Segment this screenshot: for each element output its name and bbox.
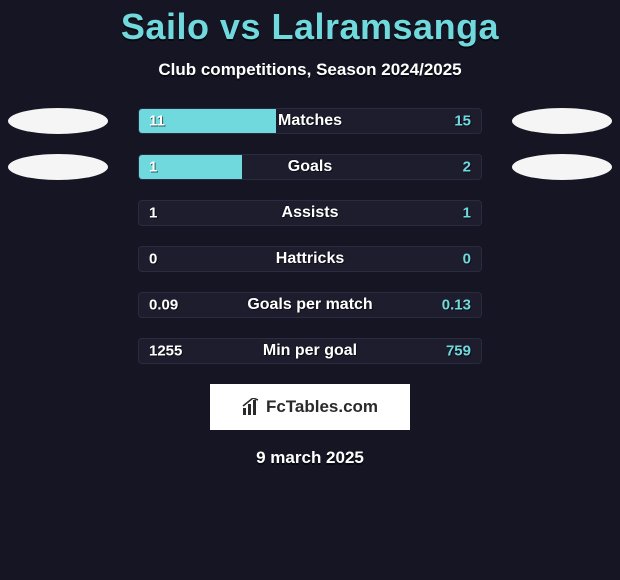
page-title: Sailo vs Lalramsanga <box>121 6 499 48</box>
stat-row: Goals per match 0.09 0.13 <box>0 292 620 318</box>
comparison-card: Sailo vs Lalramsanga Club competitions, … <box>0 0 620 468</box>
stat-rows: Matches1115Goals12Assists11Hattricks00Go… <box>0 108 620 364</box>
stat-value-left: 1255 <box>149 343 182 360</box>
date-label: 9 march 2025 <box>256 448 364 468</box>
player-right-avatar <box>512 154 612 180</box>
stat-value-right: 15 <box>454 113 471 130</box>
stat-row: Min per goal 1255 759 <box>0 338 620 364</box>
stat-value-right: 0.13 <box>442 297 471 314</box>
stat-row: Assists 1 1 <box>0 200 620 226</box>
brand-badge[interactable]: FcTables.com <box>210 384 410 430</box>
stat-label: Hattricks <box>276 250 344 268</box>
stat-bar: Goals 1 2 <box>138 154 482 180</box>
stat-value-left: 1 <box>149 205 157 222</box>
stat-row: Matches 11 15 <box>0 108 620 134</box>
stat-bar: Assists 1 1 <box>138 200 482 226</box>
stat-value-right: 0 <box>463 251 471 268</box>
stat-bar: Hattricks 0 0 <box>138 246 482 272</box>
stat-label: Goals per match <box>247 296 372 314</box>
brand-text: FcTables.com <box>266 397 378 417</box>
stat-value-right: 1 <box>463 205 471 222</box>
stat-row: Goals 1 2 <box>0 154 620 180</box>
stat-value-left: 1 <box>149 159 157 176</box>
stat-value-left: 0.09 <box>149 297 178 314</box>
stat-bar: Matches 11 15 <box>138 108 482 134</box>
chart-icon <box>242 398 262 416</box>
stat-bar: Min per goal 1255 759 <box>138 338 482 364</box>
stat-bar: Goals per match 0.09 0.13 <box>138 292 482 318</box>
stat-label: Min per goal <box>263 342 357 360</box>
stat-label: Goals <box>288 158 332 176</box>
stat-value-left: 11 <box>149 113 165 130</box>
player-right-avatar <box>512 108 612 134</box>
stat-row: Hattricks 0 0 <box>0 246 620 272</box>
stat-label: Matches <box>278 112 342 130</box>
stat-value-left: 0 <box>149 251 157 268</box>
stat-value-right: 759 <box>446 343 471 360</box>
subtitle: Club competitions, Season 2024/2025 <box>158 60 461 80</box>
stat-value-right: 2 <box>463 159 471 176</box>
player-left-avatar <box>8 154 108 180</box>
stat-label: Assists <box>282 204 339 222</box>
player-left-avatar <box>8 108 108 134</box>
